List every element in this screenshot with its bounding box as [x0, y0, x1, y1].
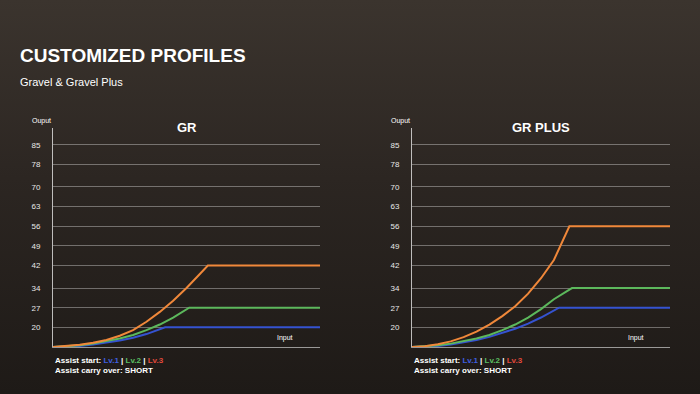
svg-text:34: 34: [390, 284, 399, 293]
svg-text:Input: Input: [628, 334, 644, 342]
svg-text:27: 27: [31, 303, 40, 312]
svg-text:Ouput: Ouput: [32, 117, 51, 125]
svg-text:34: 34: [31, 284, 40, 293]
svg-text:GR PLUS: GR PLUS: [512, 120, 570, 135]
svg-text:42: 42: [31, 261, 40, 270]
svg-text:Assist start: Lv.1 | Lv.2 | Lv: Assist start: Lv.1 | Lv.2 | Lv.3Assist c…: [414, 356, 523, 375]
svg-text:63: 63: [390, 202, 399, 211]
svg-text:56: 56: [390, 222, 399, 231]
svg-text:49: 49: [31, 242, 40, 251]
svg-text:85: 85: [31, 141, 40, 150]
svg-text:CUSTOMIZED PROFILES: CUSTOMIZED PROFILES: [20, 45, 246, 66]
svg-text:20: 20: [31, 323, 40, 332]
svg-text:Assist start: Lv.1 | Lv.2 | Lv: Assist start: Lv.1 | Lv.2 | Lv.3Assist c…: [55, 356, 164, 375]
svg-text:42: 42: [390, 261, 399, 270]
svg-text:85: 85: [390, 141, 399, 150]
svg-text:56: 56: [31, 222, 40, 231]
svg-text:Input: Input: [277, 334, 293, 342]
svg-text:Ouput: Ouput: [391, 117, 410, 125]
svg-text:20: 20: [390, 323, 399, 332]
svg-text:70: 70: [390, 183, 399, 192]
svg-text:GR: GR: [177, 120, 197, 135]
svg-text:Gravel & Gravel Plus: Gravel & Gravel Plus: [20, 76, 123, 88]
svg-text:49: 49: [390, 242, 399, 251]
svg-text:70: 70: [31, 183, 40, 192]
svg-text:63: 63: [31, 202, 40, 211]
svg-text:27: 27: [390, 303, 399, 312]
svg-text:78: 78: [390, 160, 399, 169]
svg-text:78: 78: [31, 160, 40, 169]
